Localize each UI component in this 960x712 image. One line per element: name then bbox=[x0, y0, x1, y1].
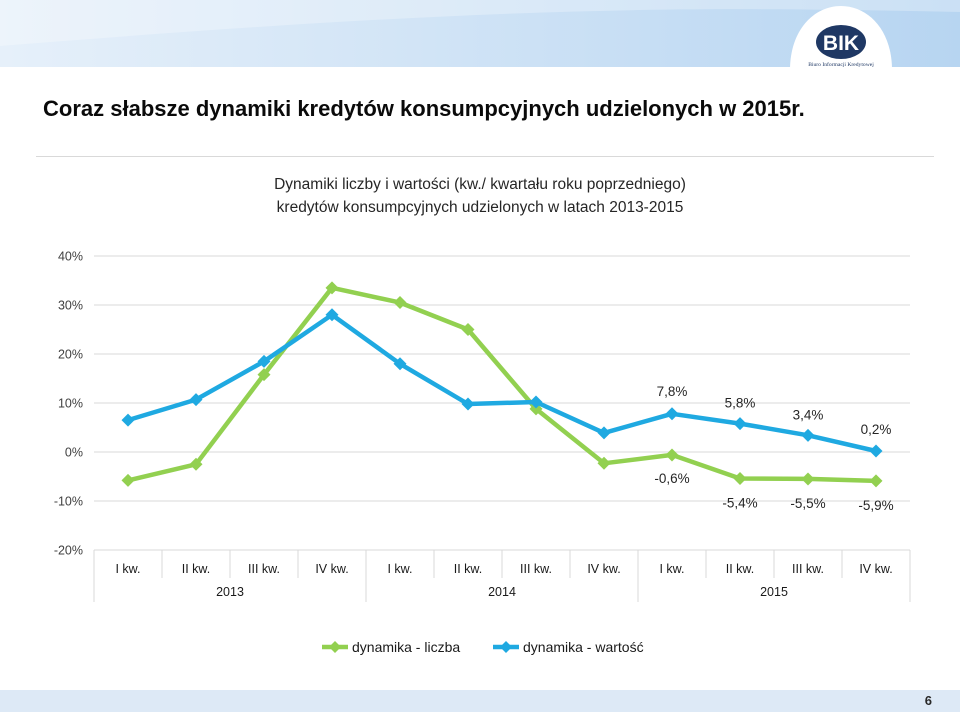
data-point bbox=[733, 417, 747, 431]
y-tick-label: -20% bbox=[54, 544, 83, 558]
data-point bbox=[257, 354, 271, 368]
chart-title-block: Dynamiki liczby i wartości (kw./ kwartał… bbox=[130, 173, 830, 219]
y-tick-label: 10% bbox=[58, 397, 83, 411]
y-tick-label: 0% bbox=[65, 446, 83, 460]
data-label: 0,2% bbox=[861, 422, 892, 437]
y-tick-label: 20% bbox=[58, 348, 83, 362]
legend-label: dynamika - wartość bbox=[523, 639, 644, 655]
data-label: -5,5% bbox=[790, 496, 825, 511]
data-point bbox=[189, 457, 203, 471]
page-title: Coraz słabsze dynamiki kredytów konsumpc… bbox=[43, 96, 805, 121]
title-divider bbox=[36, 156, 934, 157]
data-point bbox=[597, 426, 611, 440]
data-point bbox=[665, 448, 679, 462]
data-point bbox=[597, 456, 611, 470]
data-point bbox=[733, 471, 747, 485]
x-tick-label: I kw. bbox=[115, 562, 140, 576]
x-tick-label: IV kw. bbox=[315, 562, 348, 576]
bik-logo: BIK Biuro Informacji Kredytowej bbox=[790, 6, 892, 70]
data-label: 3,4% bbox=[793, 407, 824, 422]
x-tick-label: III kw. bbox=[520, 562, 552, 576]
data-point bbox=[325, 308, 339, 322]
series-line bbox=[125, 285, 879, 484]
data-point bbox=[801, 472, 815, 486]
x-tick-label: II kw. bbox=[182, 562, 210, 576]
footer-bar: 6 bbox=[0, 690, 960, 712]
y-tick-label: 40% bbox=[58, 250, 83, 264]
data-label: -0,6% bbox=[654, 471, 689, 486]
x-group-label: 2014 bbox=[488, 585, 516, 599]
data-point bbox=[121, 413, 135, 427]
data-point bbox=[801, 428, 815, 442]
data-point bbox=[461, 397, 475, 411]
y-tick-label: -10% bbox=[54, 495, 83, 509]
data-point bbox=[393, 357, 407, 371]
data-point bbox=[869, 444, 883, 458]
data-point bbox=[121, 473, 135, 487]
data-label: -5,4% bbox=[722, 495, 757, 510]
page-number: 6 bbox=[924, 693, 932, 708]
chart-subtitle: kredytów konsumpcyjnych udzielonych w la… bbox=[276, 199, 684, 216]
data-point bbox=[529, 395, 543, 409]
legend-swatch-marker bbox=[500, 641, 512, 653]
x-group-label: 2013 bbox=[216, 585, 244, 599]
legend-swatch-marker bbox=[329, 641, 341, 653]
x-tick-label: II kw. bbox=[726, 562, 754, 576]
x-tick-label: IV kw. bbox=[859, 562, 892, 576]
logo-mark: BIK bbox=[823, 32, 859, 55]
data-label: 7,8% bbox=[657, 384, 688, 399]
series-line bbox=[125, 312, 879, 454]
line-chart: -20% -10% 0% 10% 20% 30% 40% I kw. II kw. III kw.… bbox=[54, 250, 911, 655]
legend-label: dynamika - liczba bbox=[352, 639, 460, 655]
data-point bbox=[325, 281, 339, 295]
x-tick-label: I kw. bbox=[659, 562, 684, 576]
data-point bbox=[257, 368, 271, 382]
data-label: -5,9% bbox=[858, 498, 893, 513]
x-tick-label: I kw. bbox=[387, 562, 412, 576]
x-group-label: 2015 bbox=[760, 585, 788, 599]
chart-title: Dynamiki liczby i wartości (kw./ kwartał… bbox=[274, 176, 686, 193]
x-tick-label: III kw. bbox=[792, 562, 824, 576]
data-point bbox=[189, 393, 203, 407]
x-tick-label: IV kw. bbox=[587, 562, 620, 576]
y-tick-label: 30% bbox=[58, 299, 83, 313]
data-point bbox=[393, 296, 407, 310]
x-tick-label: II kw. bbox=[454, 562, 482, 576]
x-tick-label: III kw. bbox=[248, 562, 280, 576]
data-point bbox=[461, 323, 475, 336]
data-point bbox=[869, 474, 883, 488]
logo-caption: Biuro Informacji Kredytowej bbox=[808, 61, 874, 68]
data-point bbox=[665, 407, 679, 421]
data-label: 5,8% bbox=[725, 396, 756, 411]
